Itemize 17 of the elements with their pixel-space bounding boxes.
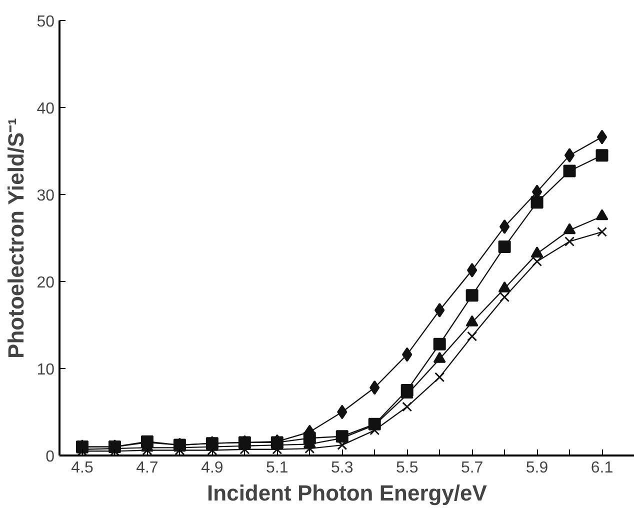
x-tick-label: 5.3 <box>331 460 354 476</box>
x-tick-label: 6.1 <box>590 460 614 476</box>
x-tick-label: 5.5 <box>396 460 418 476</box>
x-tick-label: 5.9 <box>526 460 548 476</box>
x-tick-label: 5.7 <box>460 460 484 476</box>
y-tick-label: 0 <box>46 448 55 466</box>
x-tick-label: 4.7 <box>136 460 158 476</box>
y-tick-label: 40 <box>36 100 55 118</box>
y-tick-label: 50 <box>36 14 55 30</box>
y-tick-label: 20 <box>36 274 55 292</box>
x-tick-label: 4.5 <box>71 460 94 476</box>
y-tick-label: 30 <box>36 188 55 204</box>
y-axis-title: Photoelectron Yield/S⁻¹ <box>4 118 29 358</box>
x-axis-title: Incident Photon Energy/eV <box>207 480 488 506</box>
x-tick-label: 4.9 <box>201 460 224 476</box>
x-tick-label: 5.1 <box>266 460 288 476</box>
y-tick-label: 10 <box>36 362 55 378</box>
